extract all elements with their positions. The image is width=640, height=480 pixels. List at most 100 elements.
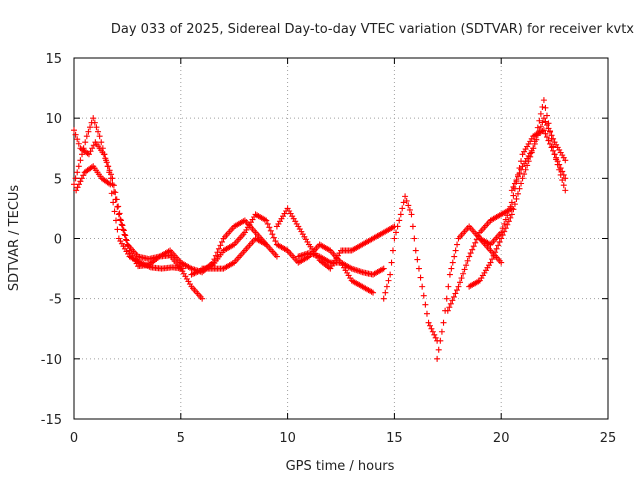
data-point bbox=[537, 110, 544, 117]
x-tick-label: 10 bbox=[279, 431, 296, 446]
data-point bbox=[492, 249, 499, 256]
data-point bbox=[507, 214, 514, 221]
data-point bbox=[504, 221, 511, 228]
data-point bbox=[84, 150, 91, 157]
data-point bbox=[495, 242, 502, 249]
data-point bbox=[452, 290, 459, 297]
data-point bbox=[412, 247, 419, 254]
data-point bbox=[425, 319, 432, 326]
data-point bbox=[383, 283, 390, 290]
data-point bbox=[461, 266, 468, 273]
x-tick-label: 5 bbox=[177, 431, 185, 446]
data-point bbox=[460, 270, 467, 277]
data-point bbox=[74, 169, 81, 176]
data-point bbox=[122, 232, 129, 239]
data-point bbox=[543, 112, 550, 119]
data-point bbox=[542, 104, 549, 111]
data-point bbox=[548, 135, 555, 142]
data-point bbox=[559, 177, 566, 184]
data-point bbox=[273, 253, 280, 260]
data-point bbox=[87, 124, 94, 131]
data-point bbox=[510, 183, 517, 190]
data-point bbox=[457, 279, 464, 286]
data-points bbox=[71, 97, 569, 362]
data-point bbox=[518, 180, 525, 187]
data-point bbox=[267, 227, 274, 234]
data-point bbox=[109, 175, 116, 182]
data-point bbox=[521, 171, 528, 178]
data-point bbox=[435, 346, 442, 353]
data-point bbox=[472, 239, 479, 246]
data-point bbox=[547, 128, 554, 135]
data-point bbox=[551, 151, 558, 158]
data-point bbox=[508, 211, 515, 218]
data-point bbox=[449, 259, 456, 266]
y-tick-label: -15 bbox=[41, 413, 62, 428]
data-point bbox=[499, 225, 506, 232]
data-point bbox=[77, 157, 84, 164]
data-point bbox=[215, 245, 222, 252]
data-point bbox=[75, 163, 82, 170]
data-point bbox=[454, 241, 461, 248]
chart-title: Day 033 of 2025, Sidereal Day-to-day VTE… bbox=[111, 22, 634, 37]
x-tick-label: 20 bbox=[493, 431, 510, 446]
data-point bbox=[428, 325, 435, 332]
data-point bbox=[514, 173, 521, 180]
data-point bbox=[105, 180, 112, 187]
data-point bbox=[519, 175, 526, 182]
data-point bbox=[493, 245, 500, 252]
data-point bbox=[431, 331, 438, 338]
x-tick-label: 0 bbox=[70, 431, 78, 446]
data-point bbox=[108, 171, 115, 178]
data-point bbox=[100, 151, 107, 158]
data-point bbox=[545, 120, 552, 127]
data-point bbox=[126, 247, 133, 254]
data-point bbox=[75, 181, 82, 188]
data-point bbox=[105, 163, 112, 170]
data-point bbox=[518, 166, 525, 173]
data-point bbox=[487, 259, 494, 266]
data-point bbox=[408, 211, 415, 218]
data-point bbox=[554, 161, 561, 168]
data-point bbox=[446, 271, 453, 278]
data-point bbox=[501, 220, 508, 227]
data-point bbox=[556, 166, 563, 173]
data-point bbox=[545, 137, 552, 144]
data-point bbox=[82, 139, 89, 146]
data-point bbox=[490, 252, 497, 259]
data-point bbox=[510, 206, 517, 213]
data-point bbox=[399, 205, 406, 212]
data-point bbox=[539, 103, 546, 110]
data-point bbox=[391, 235, 398, 242]
data-point bbox=[118, 221, 125, 228]
data-point bbox=[422, 301, 429, 308]
data-point bbox=[266, 224, 273, 231]
data-point bbox=[504, 212, 511, 219]
data-point bbox=[513, 195, 520, 202]
data-point bbox=[540, 97, 547, 104]
data-point bbox=[562, 187, 569, 194]
data-point bbox=[531, 138, 538, 145]
data-point bbox=[514, 190, 521, 197]
data-point bbox=[453, 287, 460, 294]
data-point bbox=[72, 175, 79, 182]
data-point bbox=[446, 304, 453, 311]
data-point bbox=[540, 127, 547, 134]
data-point bbox=[115, 211, 122, 218]
data-point bbox=[451, 253, 458, 260]
y-tick-label: 15 bbox=[45, 52, 62, 67]
data-point bbox=[427, 322, 433, 329]
data-point bbox=[516, 170, 523, 177]
data-point bbox=[72, 131, 79, 138]
data-point bbox=[553, 156, 560, 163]
data-point bbox=[498, 235, 505, 242]
data-point bbox=[79, 151, 86, 158]
data-point bbox=[110, 182, 117, 189]
data-point bbox=[469, 246, 476, 253]
data-point bbox=[533, 131, 540, 138]
data-point bbox=[449, 297, 456, 304]
data-point bbox=[402, 193, 409, 200]
data-point bbox=[511, 180, 518, 187]
y-tick-labels: -15 -10 -5 0 5 10 15 bbox=[41, 52, 62, 428]
data-point bbox=[505, 207, 512, 214]
